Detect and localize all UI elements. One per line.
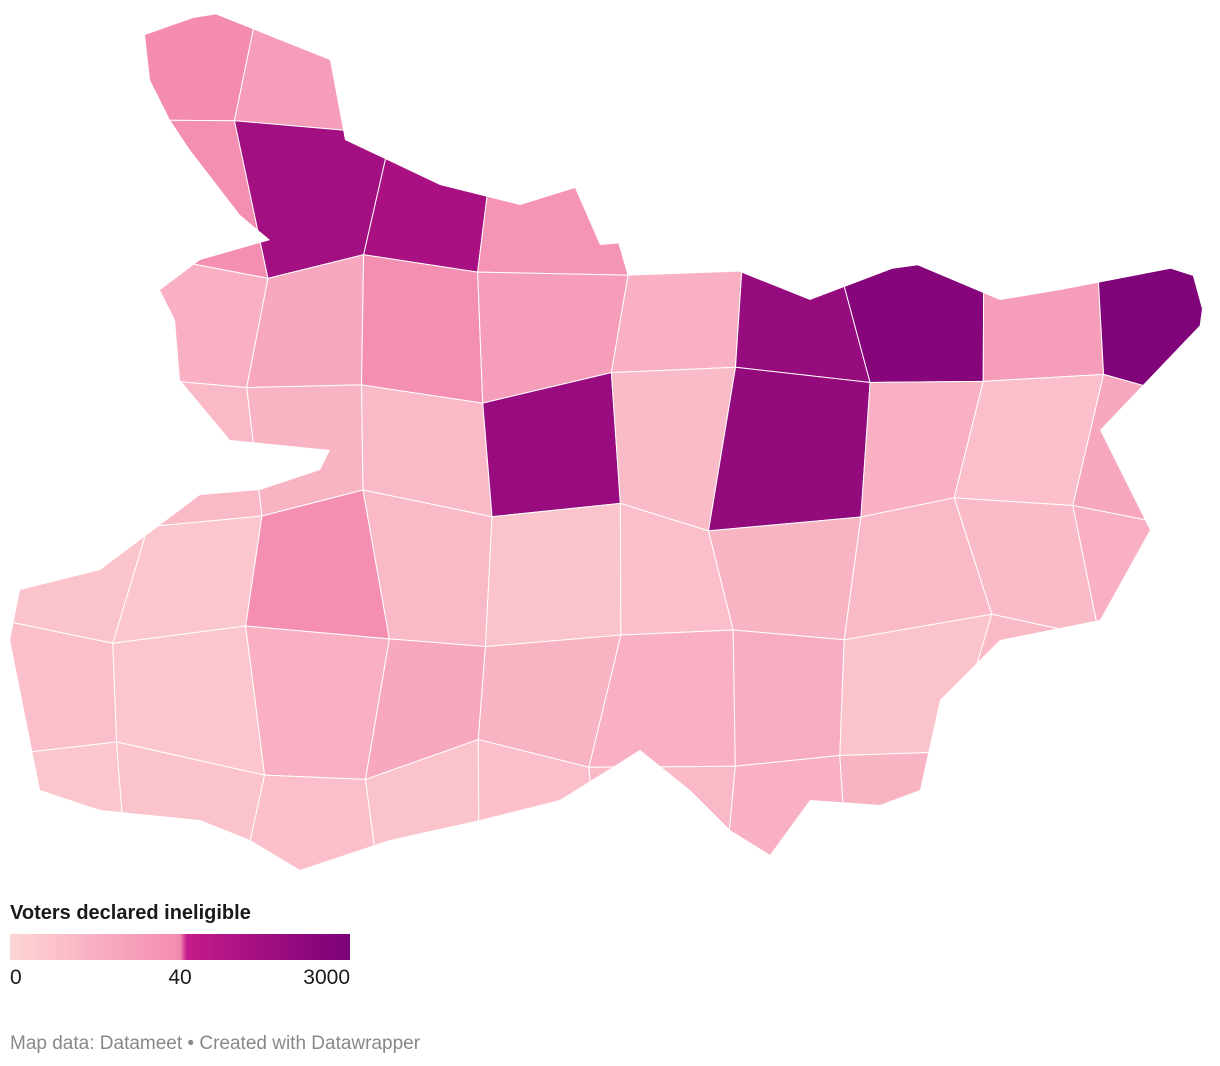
region [722, 754, 849, 870]
footer: Map data: Datameet • Created with Datawr… [10, 1033, 421, 1054]
region [10, 741, 127, 870]
region [588, 765, 736, 870]
regions [10, 12, 1205, 870]
region [240, 774, 383, 870]
region [112, 515, 263, 644]
legend-bar [10, 934, 350, 960]
region [839, 751, 989, 870]
region [1072, 504, 1205, 649]
legend-title: Voters declared ineligible [10, 902, 251, 924]
region [137, 377, 263, 528]
region [982, 243, 1105, 382]
region [245, 625, 390, 780]
region [707, 516, 862, 641]
region [363, 133, 495, 273]
legend-tick-label: 3000 [303, 966, 350, 989]
region [233, 12, 392, 135]
region [610, 270, 743, 374]
region [477, 137, 629, 276]
region [484, 502, 622, 648]
legend-tick-label: 0 [10, 966, 22, 989]
region [1095, 243, 1205, 400]
region [118, 12, 259, 122]
region [732, 629, 845, 767]
region [361, 254, 484, 404]
region [707, 366, 871, 532]
legend-tick-label: 40 [168, 966, 191, 989]
region [10, 619, 118, 756]
